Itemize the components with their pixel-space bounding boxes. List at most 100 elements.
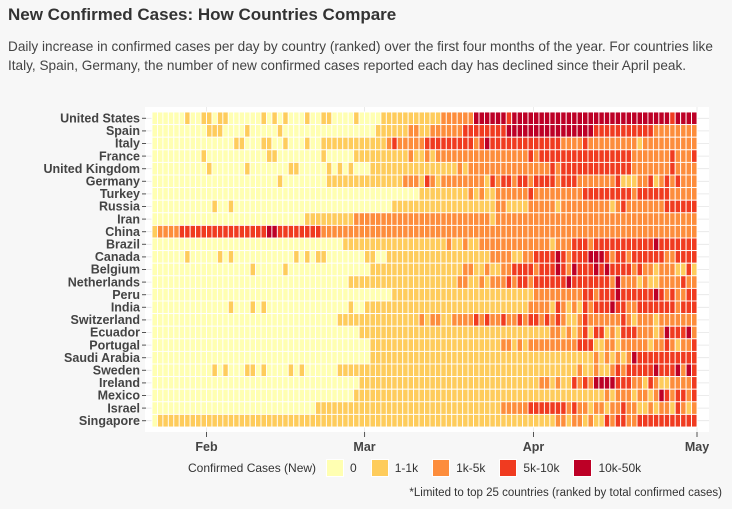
legend-title: Confirmed Cases (New) — [188, 461, 317, 475]
heatmap-cell — [669, 350, 676, 365]
heatmap-cell — [369, 363, 376, 378]
heatmap-cell — [325, 376, 333, 390]
heatmap-cell — [358, 262, 366, 277]
heatmap-cell — [691, 262, 698, 277]
heatmap-cell — [211, 300, 218, 315]
heatmap-cell — [652, 224, 660, 239]
heatmap-cell — [516, 136, 524, 151]
heatmap-cell — [222, 275, 229, 289]
heatmap-cell — [538, 338, 545, 352]
heatmap-cell — [440, 401, 447, 415]
heatmap-cell — [658, 250, 665, 264]
heatmap-cell — [576, 136, 583, 151]
legend-label-0: 0 — [350, 461, 357, 475]
heatmap-cell — [260, 350, 267, 365]
heatmap-cell — [211, 401, 218, 415]
x-tick-label: Mar — [353, 440, 375, 454]
heatmap-cell — [576, 287, 583, 302]
heatmap-cell — [554, 237, 562, 252]
heatmap-cell — [238, 212, 246, 226]
heatmap-cell — [227, 199, 235, 214]
heatmap-cell — [298, 413, 306, 428]
heatmap-cell — [353, 401, 360, 415]
heatmap-cell — [162, 363, 169, 378]
heatmap-cell — [494, 363, 502, 378]
heatmap-cell — [500, 325, 507, 340]
heatmap-cell — [451, 313, 458, 327]
heatmap-cell — [614, 376, 622, 390]
heatmap-cell — [652, 401, 660, 415]
heatmap-cell — [391, 313, 398, 327]
heatmap-cell — [533, 250, 540, 264]
heatmap-cell — [380, 388, 387, 403]
heatmap-cell — [156, 300, 164, 315]
heatmap-cell — [249, 224, 257, 239]
heatmap-cell — [271, 161, 278, 176]
heatmap-cell — [478, 287, 485, 302]
heatmap-cell — [151, 363, 158, 378]
heatmap-cell — [178, 224, 186, 239]
heatmap-cell — [489, 363, 496, 378]
heatmap-cell — [462, 275, 469, 289]
legend-label-2: 1k-5k — [456, 461, 486, 475]
heatmap-cell — [614, 363, 622, 378]
heatmap-cell — [364, 300, 371, 315]
heatmap-cell — [358, 413, 366, 428]
heatmap-cell — [266, 313, 273, 327]
heatmap-cell — [173, 376, 180, 390]
heatmap-cell — [500, 136, 507, 151]
heatmap-cell — [298, 174, 306, 189]
heatmap-cell — [216, 262, 224, 277]
heatmap-cell — [347, 161, 355, 176]
heatmap-cell — [647, 136, 654, 151]
heatmap-cell — [614, 300, 622, 315]
heatmap-cell — [685, 161, 692, 176]
heatmap-cell — [336, 174, 344, 189]
heatmap-cell — [445, 275, 453, 289]
heatmap-cell — [631, 376, 638, 390]
heatmap-cell — [571, 388, 578, 403]
heatmap-cell — [549, 300, 556, 315]
heatmap-cell — [260, 300, 267, 315]
heatmap-cell — [554, 262, 562, 277]
heatmap-cell — [216, 224, 224, 239]
heatmap-cell — [489, 376, 496, 390]
heatmap-cell — [364, 212, 371, 226]
heatmap-cell — [647, 124, 654, 138]
heatmap-cell — [216, 363, 224, 378]
heatmap-cell — [391, 262, 398, 277]
heatmap-cell — [576, 199, 583, 214]
heatmap-cell — [396, 287, 404, 302]
heatmap-cell — [391, 187, 398, 201]
heatmap-cell — [598, 325, 605, 340]
heatmap-cell — [369, 224, 376, 239]
heatmap-cell — [543, 262, 551, 277]
heatmap-cell — [571, 124, 578, 138]
heatmap-cell — [407, 363, 415, 378]
heatmap-cell — [533, 338, 540, 352]
legend-item-4: 10k-50k — [573, 459, 641, 477]
heatmap-cell — [511, 136, 518, 151]
row-label: Turkey — [100, 187, 140, 201]
heatmap-cell — [680, 350, 687, 365]
heatmap-cell — [445, 350, 453, 365]
heatmap-cell — [151, 174, 158, 189]
heatmap-cell — [358, 275, 366, 289]
heatmap-cell — [587, 338, 594, 352]
heatmap-cell — [211, 350, 218, 365]
heatmap-cell — [342, 376, 349, 390]
heatmap-cell — [478, 401, 485, 415]
heatmap-cell — [331, 262, 338, 277]
heatmap-cell — [522, 124, 529, 138]
heatmap-cell — [342, 199, 349, 214]
heatmap-cell — [375, 136, 382, 151]
heatmap-cell — [554, 300, 562, 315]
heatmap-cell — [533, 363, 540, 378]
heatmap-cell — [560, 325, 567, 340]
heatmap-cell — [304, 325, 311, 340]
heatmap-cell — [582, 313, 589, 327]
heatmap-cell — [522, 262, 529, 277]
heatmap-cell — [331, 275, 338, 289]
heatmap-cell — [587, 161, 594, 176]
heatmap-cell — [162, 313, 169, 327]
